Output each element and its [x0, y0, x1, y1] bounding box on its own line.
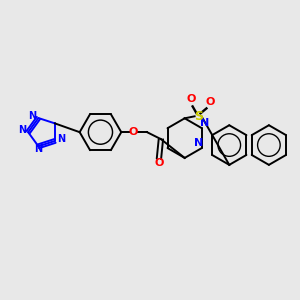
- Text: O: O: [154, 158, 164, 168]
- Text: N: N: [28, 111, 37, 121]
- Text: N: N: [57, 134, 65, 144]
- Text: N: N: [194, 138, 203, 148]
- Text: N: N: [34, 144, 43, 154]
- Text: N: N: [18, 125, 26, 135]
- Text: N: N: [200, 118, 209, 128]
- Text: O: O: [187, 94, 196, 104]
- Text: O: O: [128, 127, 138, 137]
- Text: S: S: [194, 110, 203, 123]
- Text: O: O: [206, 98, 215, 107]
